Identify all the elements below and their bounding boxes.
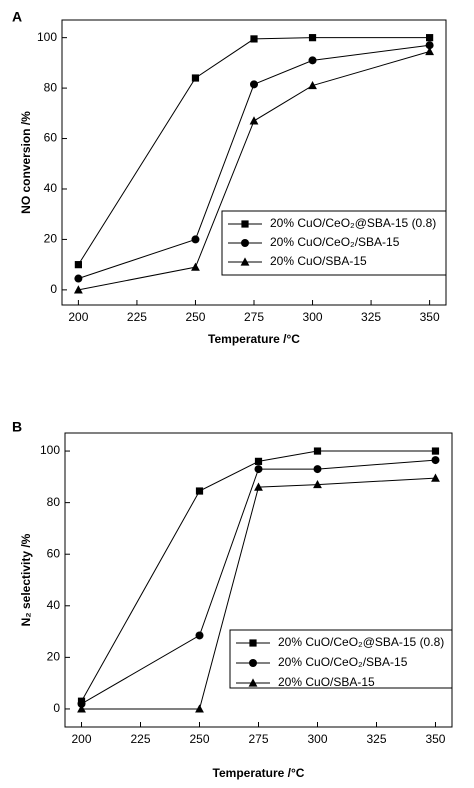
marker (249, 116, 259, 125)
legend-label: 20% CuO/CeO₂/SBA-15 (270, 235, 400, 249)
marker (77, 699, 86, 708)
legend-label: 20% CuO/SBA-15 (270, 254, 367, 268)
marker (431, 473, 440, 482)
panel-label: A (12, 9, 22, 25)
x-tick-label: 350 (420, 310, 440, 324)
marker (195, 487, 204, 495)
x-tick-label: 200 (72, 732, 92, 746)
y-tick-label: 80 (47, 495, 61, 509)
y-tick-label: 0 (50, 282, 57, 296)
y-tick-label: 60 (47, 546, 61, 560)
x-axis-label: Temperature /°C (213, 766, 305, 780)
marker (313, 479, 322, 489)
x-tick-label: 250 (185, 310, 205, 324)
marker (195, 631, 204, 640)
x-tick-label: 300 (307, 732, 327, 746)
marker (74, 274, 83, 283)
y-tick-label: 60 (44, 131, 58, 145)
marker (308, 80, 317, 90)
legend-box (229, 629, 453, 689)
x-tick-label: 250 (189, 732, 209, 746)
marker (313, 465, 322, 474)
marker (191, 235, 200, 244)
x-tick-label: 300 (303, 310, 323, 324)
x-tick-label: 325 (366, 732, 386, 746)
y-tick-label: 80 (44, 80, 58, 94)
legend-label: 20% CuO/SBA-15 (278, 675, 375, 689)
legend-marker (240, 257, 250, 266)
y-tick-label: 40 (44, 181, 58, 195)
legend-label: 20% CuO/CeO₂@SBA-15 (0.8) (278, 635, 444, 649)
marker (73, 285, 83, 294)
marker (74, 261, 82, 269)
marker (308, 56, 317, 65)
legend-label: 20% CuO/CeO₂/SBA-15 (278, 655, 408, 669)
x-tick-label: 275 (248, 732, 268, 746)
legend-label: 20% CuO/CeO₂@SBA-15 (0.8) (270, 216, 436, 230)
marker (254, 457, 263, 465)
x-axis-label: Temperature /°C (208, 332, 300, 346)
x-tick-label: 350 (425, 732, 445, 746)
x-tick-label: 225 (130, 732, 150, 746)
x-tick-label: 200 (68, 310, 88, 324)
y-tick-label: 40 (47, 598, 61, 612)
x-tick-label: 275 (244, 310, 264, 324)
legend-marker (248, 678, 258, 687)
marker (191, 74, 200, 82)
y-tick-label: 0 (53, 701, 60, 715)
marker (431, 456, 440, 465)
marker (425, 41, 434, 50)
marker (250, 35, 258, 43)
marker (431, 447, 440, 455)
marker (77, 704, 86, 713)
y-axis-label: N₂ selectivity /% (19, 533, 33, 626)
y-axis-label: NO conversion /% (19, 111, 33, 214)
marker (250, 80, 258, 89)
y-tick-label: 100 (40, 443, 60, 457)
y-tick-label: 20 (47, 650, 61, 664)
marker (313, 447, 322, 455)
marker (425, 46, 435, 56)
marker (426, 34, 434, 42)
legend-marker (241, 220, 249, 228)
legend-marker (241, 239, 249, 247)
y-tick-label: 20 (44, 232, 58, 246)
marker (195, 704, 204, 713)
x-tick-label: 225 (127, 310, 147, 324)
legend-marker (249, 659, 257, 667)
marker (191, 262, 200, 271)
panel-label: B (12, 419, 22, 435)
marker (308, 34, 317, 42)
marker (254, 482, 263, 491)
legend-marker (249, 639, 257, 647)
y-tick-label: 100 (37, 30, 57, 44)
x-tick-label: 325 (361, 310, 381, 324)
marker (254, 465, 263, 474)
